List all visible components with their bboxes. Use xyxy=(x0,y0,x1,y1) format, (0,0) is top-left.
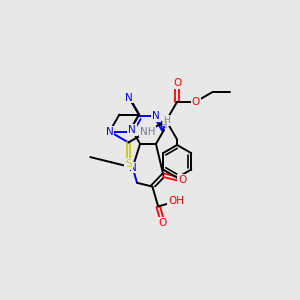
Text: O: O xyxy=(178,175,187,185)
Text: OH: OH xyxy=(168,196,184,206)
Text: N: N xyxy=(128,125,136,135)
Text: S: S xyxy=(125,159,132,169)
Text: N: N xyxy=(129,163,136,172)
Text: N: N xyxy=(106,127,113,136)
Text: O: O xyxy=(191,97,200,107)
Text: O: O xyxy=(173,78,181,88)
Text: H: H xyxy=(160,121,166,130)
Text: O: O xyxy=(159,218,167,228)
Text: N: N xyxy=(125,93,133,103)
Text: NH: NH xyxy=(140,127,155,136)
Text: H: H xyxy=(163,116,169,125)
Text: N: N xyxy=(152,112,160,122)
